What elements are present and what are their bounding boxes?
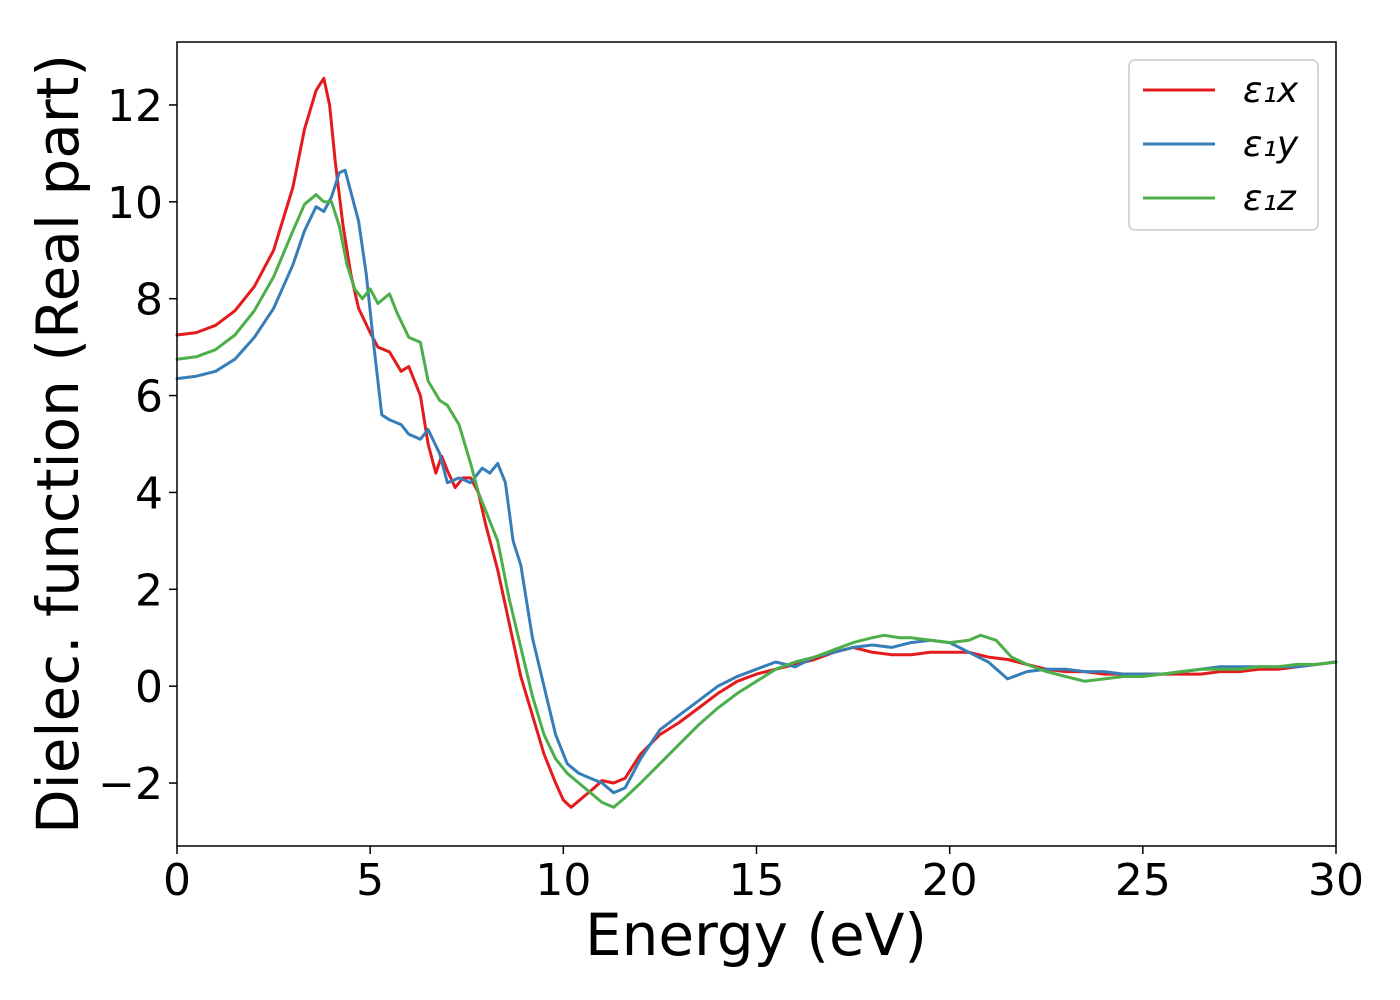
y-tick-label: 2 xyxy=(135,565,163,616)
y-tick-label: 0 xyxy=(135,662,163,713)
legend: ε₁x ε₁y ε₁z xyxy=(1128,59,1319,231)
x-tick-label: 25 xyxy=(1115,855,1171,906)
x-tick-label: 30 xyxy=(1308,855,1364,906)
y-tick-label: 12 xyxy=(107,81,163,132)
y-tick-label: 8 xyxy=(135,275,163,326)
y-axis-label: Dielec. function (Real part) xyxy=(24,54,92,834)
x-axis-ticks: 0 5 10 15 20 25 30 xyxy=(163,846,1364,906)
legend-label-0: ε₁x xyxy=(1243,70,1299,111)
y-tick-label: −2 xyxy=(98,759,163,810)
legend-label-2: ε₁z xyxy=(1243,178,1297,219)
x-tick-label: 20 xyxy=(922,855,978,906)
x-tick-label: 15 xyxy=(729,855,785,906)
legend-box xyxy=(1128,59,1319,231)
x-tick-label: 5 xyxy=(356,855,384,906)
y-tick-label: 10 xyxy=(107,178,163,229)
x-tick-label: 10 xyxy=(535,855,591,906)
series-line-1 xyxy=(175,168,1338,795)
series-layer xyxy=(175,76,1338,809)
legend-label-1: ε₁y xyxy=(1243,124,1299,165)
y-axis-ticks: −2 0 2 4 6 8 10 12 xyxy=(98,81,177,810)
y-tick-label: 6 xyxy=(135,372,163,423)
y-tick-label: 4 xyxy=(135,468,163,519)
series-line-2 xyxy=(175,193,1338,809)
x-axis-label: Energy (eV) xyxy=(585,901,927,969)
x-tick-label: 0 xyxy=(163,855,191,906)
